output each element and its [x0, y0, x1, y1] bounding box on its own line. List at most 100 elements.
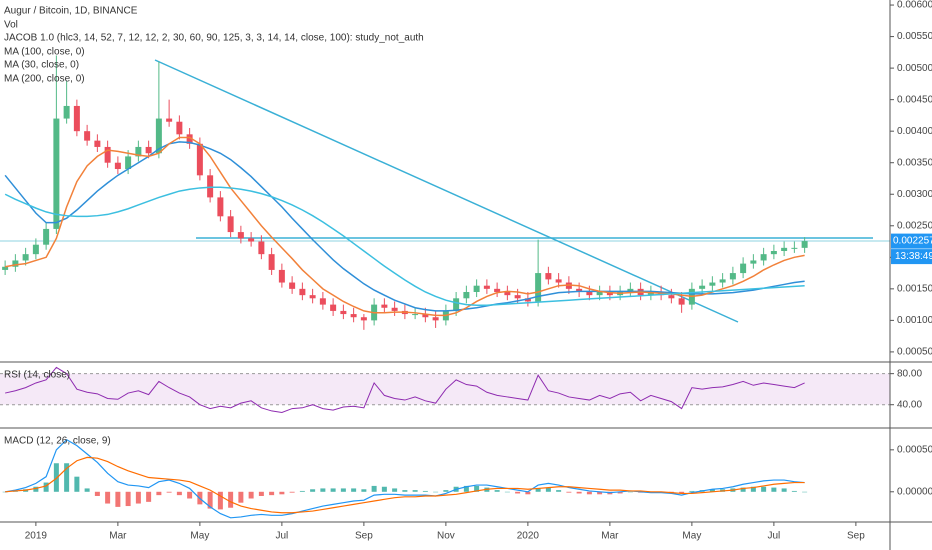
- y-tick-label: 0.000000: [897, 486, 932, 497]
- candle-body: [678, 298, 685, 305]
- candle-body: [801, 241, 808, 248]
- line-series: [5, 456, 805, 514]
- pane-title: RSI (14, close): [4, 370, 70, 381]
- candle-body: [524, 298, 531, 302]
- macd-histogram-bar: [279, 491, 285, 495]
- price-label-box: [891, 233, 932, 249]
- candle-body: [196, 143, 203, 176]
- macd-histogram-bar: [258, 491, 264, 496]
- candle-body: [709, 282, 716, 286]
- candle-body: [207, 175, 214, 198]
- rsi-band: [0, 373, 890, 405]
- line-series: [5, 439, 805, 519]
- macd-histogram-bar: [33, 486, 39, 492]
- candle-body: [43, 228, 50, 245]
- candle-body: [627, 288, 634, 292]
- candle-body: [699, 285, 706, 289]
- y-tick-label: 40.00: [897, 399, 922, 410]
- candle-body: [32, 244, 39, 255]
- x-tick-label: May: [682, 531, 701, 542]
- candle-body: [494, 288, 501, 292]
- x-tick-label: Sep: [847, 531, 865, 542]
- candle-body: [227, 216, 234, 233]
- macd-histogram-bar: [105, 491, 111, 504]
- macd-histogram-bar: [187, 491, 193, 499]
- macd-histogram-bar: [689, 490, 695, 492]
- candle-body: [740, 263, 747, 274]
- macd-histogram-bar: [176, 491, 182, 496]
- macd-histogram-bar: [412, 490, 418, 492]
- candle-body: [114, 162, 121, 170]
- candle-body: [12, 260, 19, 267]
- candle-body: [350, 314, 357, 318]
- macd-histogram-bar: [217, 491, 223, 510]
- candle-body: [535, 273, 542, 302]
- macd-histogram-bar: [351, 488, 357, 492]
- x-tick-label: Jul: [275, 531, 288, 542]
- macd-histogram-bar: [207, 491, 213, 509]
- macd-histogram-bar: [320, 488, 326, 492]
- macd-histogram-bar: [679, 491, 685, 494]
- pane-title: MACD (12, 26, close, 9): [4, 436, 111, 447]
- candle-body: [422, 314, 429, 318]
- macd-histogram-bar: [381, 486, 387, 492]
- macd-histogram-bar: [289, 491, 295, 493]
- candle-body: [258, 241, 265, 255]
- candle-body: [309, 295, 316, 299]
- candle-body: [268, 254, 275, 270]
- macd-histogram-bar: [43, 482, 49, 492]
- macd-histogram-bar: [504, 491, 510, 493]
- macd-histogram-bar: [2, 491, 8, 493]
- candle-body: [319, 298, 326, 305]
- macd-histogram-bar: [299, 490, 305, 492]
- candle-body: [94, 140, 101, 147]
- macd-histogram-bar: [310, 489, 316, 492]
- macd-histogram-bar: [761, 486, 767, 492]
- macd-histogram-bar: [750, 486, 756, 492]
- macd-histogram-bar: [371, 485, 377, 492]
- x-tick-label: 2019: [25, 531, 48, 542]
- macd-histogram-bar: [771, 487, 777, 492]
- candle-body: [596, 291, 603, 296]
- indicator-label: JACOB 1.0 (hlc3, 14, 52, 7, 12, 12, 2, 3…: [4, 33, 424, 44]
- candle-body: [586, 291, 593, 296]
- candle-body: [63, 105, 70, 119]
- candle-body: [668, 295, 675, 299]
- candle-body: [186, 134, 193, 144]
- candle-body: [555, 279, 562, 283]
- macd-histogram-bar: [238, 491, 244, 503]
- x-tick-label: Mar: [601, 531, 619, 542]
- candle-body: [360, 317, 367, 321]
- candle-body: [53, 118, 60, 229]
- candle-body: [145, 146, 152, 154]
- macd-histogram-bar: [781, 488, 787, 492]
- macd-histogram-bar: [53, 463, 59, 492]
- line-series: [4, 186, 805, 306]
- price-label: 0.002257: [893, 236, 932, 247]
- candle-body: [289, 282, 296, 289]
- candle-body: [217, 197, 224, 217]
- candle-body: [166, 118, 173, 122]
- candle-body: [278, 269, 285, 283]
- candle-body: [155, 118, 162, 154]
- x-tick-label: Jul: [767, 531, 780, 542]
- candle-body: [340, 310, 347, 315]
- candle-body: [647, 291, 654, 296]
- candle-body: [84, 131, 91, 141]
- candle-body: [125, 156, 132, 170]
- x-tick-label: 2020: [517, 531, 540, 542]
- macd-histogram-bar: [576, 491, 582, 494]
- macd-histogram-bar: [463, 485, 469, 492]
- macd-histogram-bar: [422, 490, 428, 492]
- candle-body: [135, 146, 142, 157]
- candle-body: [483, 285, 490, 289]
- candle-body: [719, 279, 726, 283]
- candle-body: [391, 307, 398, 311]
- candle-body: [750, 260, 757, 264]
